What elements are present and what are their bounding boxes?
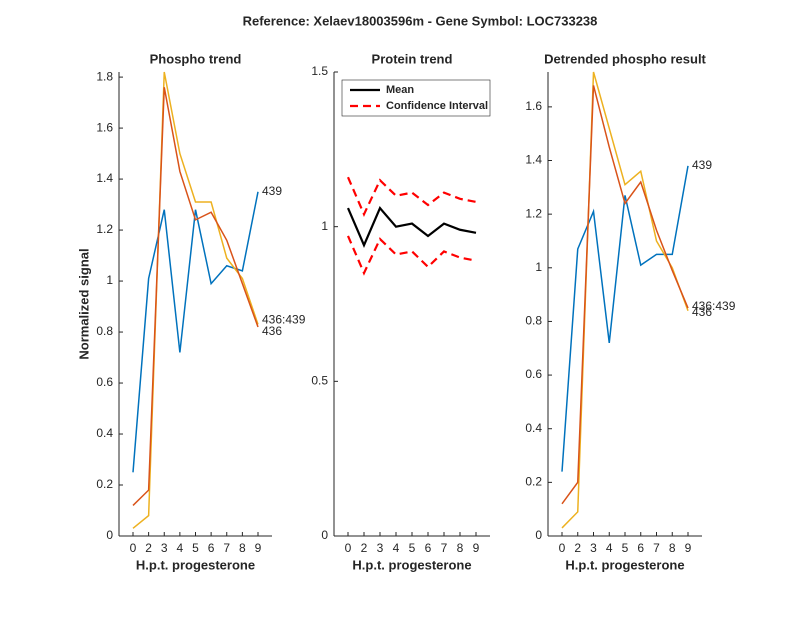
series-line	[346, 206, 477, 249]
series-line	[561, 85, 689, 505]
y-tick-label: 1.8	[96, 69, 113, 83]
annotation: 439	[262, 184, 282, 198]
y-tick-label: 0.6	[96, 375, 113, 389]
x-tick-label: 7	[223, 541, 230, 555]
y-tick-label: 0.8	[525, 314, 542, 328]
y-tick-label: 0.5	[311, 374, 328, 388]
y-tick-label: 1.2	[96, 222, 113, 236]
annotation: 436:439	[692, 299, 736, 313]
annotation: 436	[692, 305, 712, 319]
x-tick-label: 6	[425, 541, 432, 555]
x-tick-label: 0	[345, 541, 352, 555]
x-tick-label: 3	[161, 541, 168, 555]
y-tick-label: 1.5	[311, 64, 328, 78]
series-line	[561, 165, 689, 472]
subplot-title: Protein trend	[372, 51, 453, 66]
y-tick-label: 1.4	[525, 153, 542, 167]
y-tick-label: 0.2	[525, 475, 542, 489]
annotation: 436:439	[262, 313, 306, 327]
x-tick-label: 3	[377, 541, 384, 555]
y-tick-label: 1.4	[96, 171, 113, 185]
x-axis-label: H.p.t. progesterone	[565, 557, 684, 572]
y-tick-label: 0.6	[525, 367, 542, 381]
x-tick-label: 9	[473, 541, 480, 555]
y-tick-label: 1.6	[525, 99, 542, 113]
y-tick-label: 1	[106, 273, 113, 287]
x-tick-label: 8	[669, 541, 676, 555]
x-tick-label: 9	[685, 541, 692, 555]
series-line	[346, 176, 477, 217]
x-tick-label: 8	[239, 541, 246, 555]
x-tick-label: 6	[637, 541, 644, 555]
y-axis-label: Normalized signal	[76, 248, 91, 359]
x-tick-label: 4	[606, 541, 613, 555]
annotation: 436	[262, 324, 282, 338]
x-axis-label: H.p.t. progesterone	[352, 557, 471, 572]
y-tick-label: 0	[106, 528, 113, 542]
y-tick-label: 1.2	[525, 206, 542, 220]
x-tick-label: 0	[130, 541, 137, 555]
x-tick-label: 5	[409, 541, 416, 555]
y-tick-label: 0.8	[96, 324, 113, 338]
y-tick-label: 0.4	[525, 421, 542, 435]
x-tick-label: 2	[361, 541, 368, 555]
series-line	[346, 235, 477, 276]
x-tick-label: 7	[441, 541, 448, 555]
annotation: 439	[692, 158, 712, 172]
y-tick-label: 1.6	[96, 120, 113, 134]
x-tick-label: 8	[457, 541, 464, 555]
x-tick-label: 2	[145, 541, 152, 555]
figure-title: Reference: Xelaev18003596m - Gene Symbol…	[243, 13, 598, 28]
x-tick-label: 9	[255, 541, 262, 555]
x-tick-label: 5	[622, 541, 629, 555]
x-tick-label: 7	[653, 541, 660, 555]
series-line	[132, 87, 259, 506]
x-tick-label: 3	[590, 541, 597, 555]
x-tick-label: 2	[574, 541, 581, 555]
y-tick-label: 1	[535, 260, 542, 274]
legend-box	[341, 79, 491, 117]
legend-label: Mean	[386, 84, 414, 96]
x-tick-label: 4	[393, 541, 400, 555]
series-line	[561, 71, 689, 529]
x-axis-label: H.p.t. progesterone	[136, 557, 255, 572]
y-tick-label: 0.2	[96, 477, 113, 491]
y-tick-label: 0	[535, 528, 542, 542]
x-tick-label: 5	[192, 541, 199, 555]
y-tick-label: 0	[321, 528, 328, 542]
y-tick-label: 1	[321, 219, 328, 233]
subplot-title: Detrended phospho result	[544, 51, 706, 66]
y-tick-label: 0.4	[96, 426, 113, 440]
x-tick-label: 0	[559, 541, 566, 555]
x-tick-label: 6	[208, 541, 215, 555]
x-tick-label: 4	[177, 541, 184, 555]
series-line	[132, 71, 259, 529]
subplot-title: Phospho trend	[150, 51, 242, 66]
legend-label: Confidence Interval	[386, 100, 488, 112]
